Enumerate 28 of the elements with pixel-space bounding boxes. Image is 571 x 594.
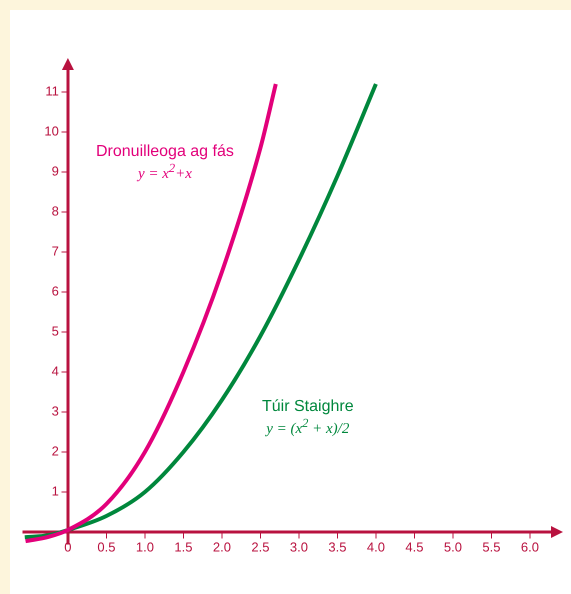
x-tick-label: 1.0 [136,539,154,554]
y-tick-label: 9 [52,164,59,179]
x-tick-label: 2.5 [251,539,270,554]
text: Túir Staighre [262,398,354,416]
x-tick-label: 5.5 [482,539,500,554]
y-tick-label: 5 [52,324,59,339]
annotation: y = x$^{2}$+x [136,161,193,183]
x-tick-label: 4.0 [366,539,385,554]
x-tick-label: 5.0 [444,539,462,554]
x-tick-label: 3.0 [290,539,308,554]
line-series [24,82,378,540]
y-tick-label: 2 [52,444,59,459]
x-tick-label: 6.0 [520,539,539,554]
y-tick-label: 4 [52,364,59,379]
x-tick-label: 1.5 [174,539,192,554]
x-tick-label: 0.5 [97,539,116,554]
y-tick-label: 1 [52,484,59,499]
x-tick-label: 4.5 [405,539,424,554]
series-label: Dronuilleoga ag fás [96,143,234,161]
y-tick-label: 11 [45,84,59,99]
x-tick-label: 3.5 [328,539,346,554]
x-tick-label: 2.0 [212,539,231,554]
y-tick-label: 10 [44,124,59,139]
annotation: y = (x$^{2}$ + x)/2 [264,416,350,438]
y-tick-label: 8 [52,204,59,219]
y-tick-label: 7 [52,244,59,259]
y-tick-label: 3 [52,404,59,419]
y-tick-label: 6 [52,284,59,299]
